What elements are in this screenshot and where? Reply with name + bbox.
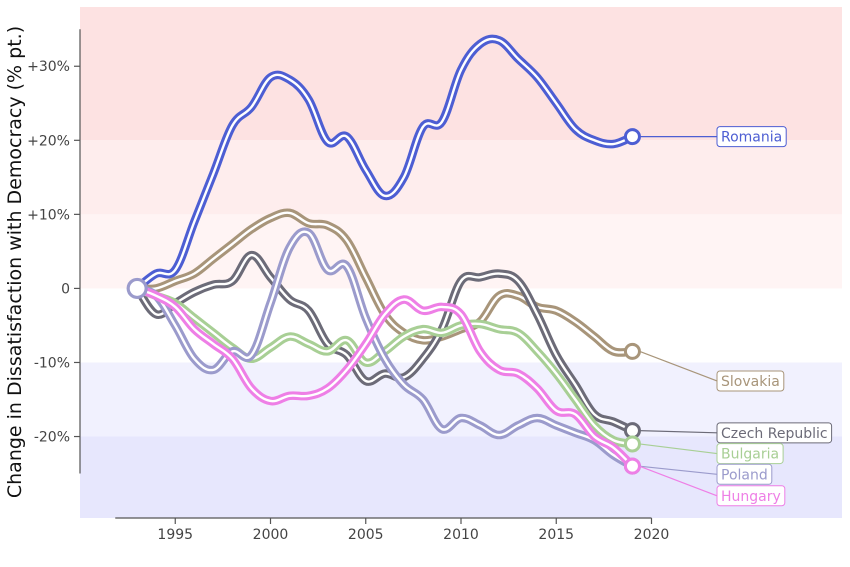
label-text: Poland: [721, 467, 768, 483]
label-box: [716, 443, 784, 465]
label-leader-line: [639, 443, 718, 455]
label-box: [716, 463, 773, 485]
x-tick-label: 2000: [253, 527, 289, 543]
background-bands: [80, 7, 842, 518]
x-tick-label: 2005: [348, 527, 384, 543]
label-leader-line: [639, 430, 718, 434]
label-czech-republic: Czech Republic: [639, 422, 833, 444]
background-band-4: [80, 436, 842, 518]
label-leader-line: [639, 465, 718, 475]
y-axis-title: Change in Dissatisfaction with Democracy…: [4, 26, 26, 498]
label-text: Hungary: [721, 489, 781, 505]
series-romania: [132, 34, 637, 293]
end-marker-romania: [623, 128, 641, 146]
x-tick-label: 2015: [538, 527, 574, 543]
label-hungary: Hungary: [639, 465, 786, 507]
label-leader-line: [639, 350, 718, 382]
series-line-inner: [135, 37, 634, 290]
label-box: [716, 422, 833, 444]
label-text: Romania: [721, 130, 782, 146]
axes: +30% +20% +10% 0 -10% -20% 1995 2000 2005 2010 201…: [27, 29, 669, 543]
label-text: Slovakia: [721, 374, 780, 390]
series-lines: [126, 34, 641, 475]
background-band-1: [80, 140, 842, 215]
y-tick-label: -20%: [34, 430, 70, 446]
label-box: [716, 126, 787, 148]
background-band-3: [80, 362, 842, 437]
y-tick-label: -10%: [34, 355, 70, 371]
label-box: [716, 485, 786, 507]
y-tick-label: +30%: [27, 59, 70, 75]
label-slovakia: Slovakia: [639, 350, 785, 392]
series-poland: [132, 227, 637, 471]
series-hungary: [132, 284, 637, 471]
series-labels: Romania Slovakia Czech Republic Bulgaria Pol…: [639, 126, 833, 507]
label-romania: Romania: [639, 126, 787, 148]
label-text: Czech Republic: [721, 426, 828, 442]
x-tick-label: 2020: [634, 527, 670, 543]
label-text: Bulgaria: [721, 447, 779, 463]
y-tick-label: 0: [61, 281, 70, 297]
x-tick-label: 1995: [157, 527, 193, 543]
label-leader-line: [639, 465, 718, 497]
end-marker-slovakia: [623, 342, 641, 360]
series-line-inner: [135, 253, 634, 432]
label-bulgaria: Bulgaria: [639, 443, 784, 465]
end-marker-bulgaria: [623, 435, 641, 453]
x-tick-label: 2010: [443, 527, 479, 543]
series-czech-republic: [132, 250, 637, 435]
y-tick-label: +20%: [27, 133, 70, 149]
end-marker-hungary: [623, 457, 641, 475]
label-box: [716, 370, 785, 392]
series-line-inner: [135, 230, 634, 468]
y-tick-label: +10%: [27, 207, 70, 223]
start-marker: [126, 277, 148, 300]
series-line-inner: [135, 287, 634, 468]
label-poland: Poland: [639, 463, 773, 485]
